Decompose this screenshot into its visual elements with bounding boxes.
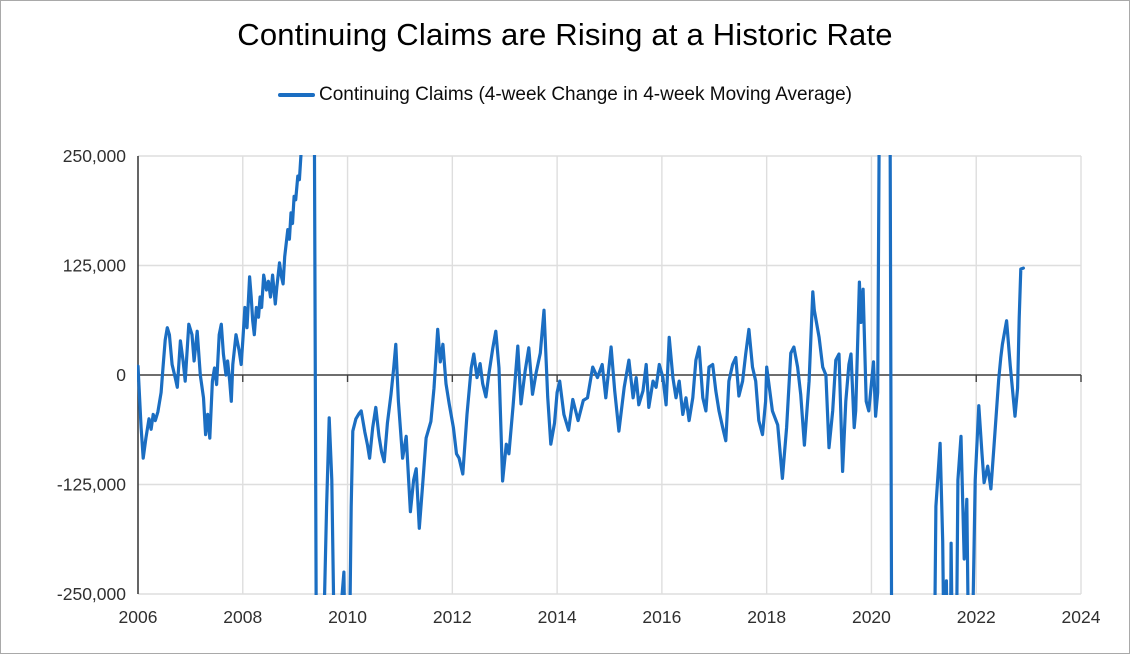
y-tick-label: -125,000 — [57, 475, 126, 495]
y-tick-label: -250,000 — [57, 584, 126, 604]
x-tick-label: 2008 — [223, 607, 262, 627]
x-tick-label: 2022 — [957, 607, 996, 627]
x-tick-label: 2018 — [747, 607, 786, 627]
legend-label: Continuing Claims (4-week Change in 4-we… — [319, 84, 852, 105]
series-line — [137, 155, 1026, 595]
x-tick-label: 2024 — [1062, 607, 1101, 627]
x-tick-label: 2014 — [538, 607, 577, 627]
x-tick-label: 2010 — [328, 607, 367, 627]
y-tick-label: 250,000 — [63, 146, 127, 166]
y-tick-label: 125,000 — [63, 256, 127, 276]
legend: Continuing Claims (4-week Change in 4-we… — [1, 84, 1129, 106]
chart-title: Continuing Claims are Rising at a Histor… — [237, 17, 893, 52]
y-tick-label: 0 — [116, 365, 126, 385]
x-tick-label: 2012 — [433, 607, 472, 627]
legend-line-marker-icon — [278, 93, 315, 97]
x-tick-label: 2016 — [642, 607, 681, 627]
x-tick-label: 2006 — [119, 607, 158, 627]
x-tick-label: 2020 — [852, 607, 891, 627]
